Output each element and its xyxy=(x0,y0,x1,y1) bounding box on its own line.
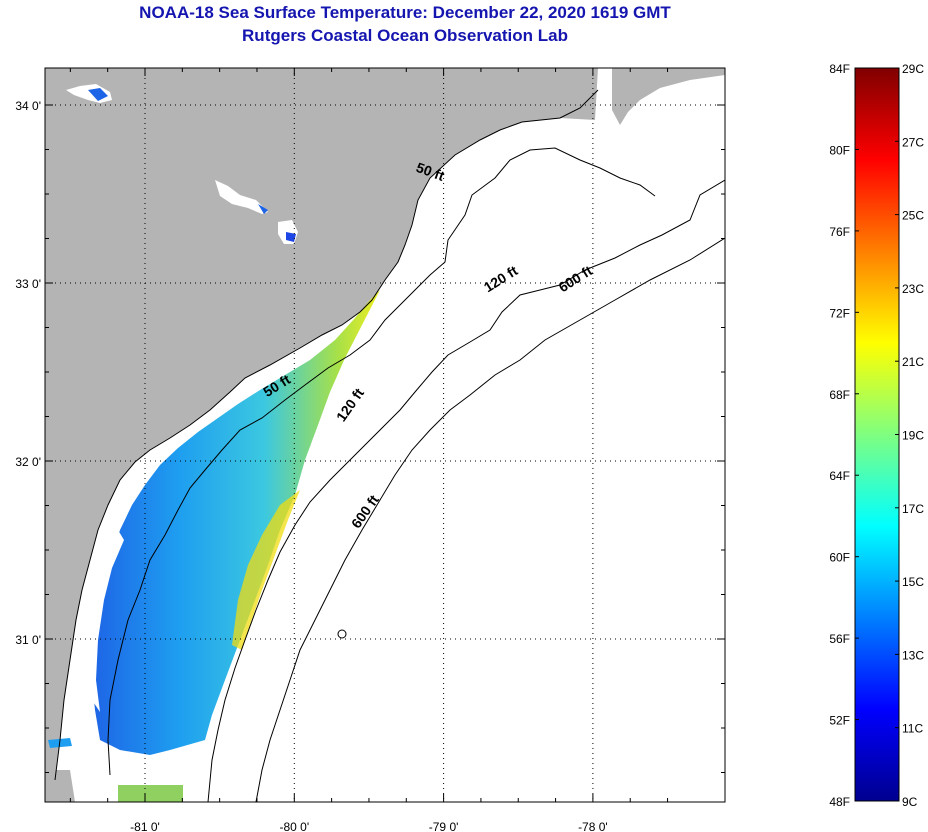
colorbar-c-label: 29C xyxy=(902,62,924,76)
colorbar-f-label: 64F xyxy=(829,469,850,483)
land-mass-northeast xyxy=(612,68,725,125)
colorbar-c-label: 25C xyxy=(902,209,924,223)
colorbar-f-label: 84F xyxy=(829,62,850,76)
colorbar-f-label: 72F xyxy=(829,306,850,320)
graticule xyxy=(45,68,725,802)
sst-swath xyxy=(92,290,380,755)
lon-tick-label: -80 0' xyxy=(279,820,309,832)
colorbar-c-label: 11C xyxy=(902,722,923,736)
colorbar-c-label: 15C xyxy=(902,575,924,589)
isobaths xyxy=(54,89,725,802)
isobath-50ft xyxy=(107,147,656,776)
colorbar-f-label: 68F xyxy=(829,388,850,402)
map-subtitle: Rutgers Coastal Ocean Observation Lab xyxy=(242,26,568,45)
map-title: NOAA-18 Sea Surface Temperature: Decembe… xyxy=(139,3,671,22)
lon-tick-label: -81 0' xyxy=(130,820,160,832)
axis-labels: -81 0' -80 0' -79 0' -78 0' 34 0' 33 0' 32 0' 3… xyxy=(15,99,607,832)
colorbar-c-label: 23C xyxy=(902,282,924,296)
inland-water xyxy=(48,84,298,748)
colorbar-c-label: 21C xyxy=(902,355,924,369)
land-mass xyxy=(45,68,598,802)
lat-tick-label: 31 0' xyxy=(15,633,41,647)
lat-tick-label: 34 0' xyxy=(15,99,41,113)
colorbar xyxy=(854,67,900,802)
land-mass-southwest xyxy=(45,770,75,802)
colorbar-c-label: 13C xyxy=(902,648,924,662)
isobath-120ft xyxy=(207,179,725,802)
colorbar-c-label: 9C xyxy=(902,795,918,809)
colorbar-f-label: 60F xyxy=(829,551,850,565)
lon-tick-label: -79 0' xyxy=(429,820,459,832)
lat-tick-label: 32 0' xyxy=(15,455,41,469)
sst-warm-core xyxy=(232,490,300,650)
colorbar-f-label: 56F xyxy=(829,632,850,646)
colorbar-f-label: 52F xyxy=(829,714,850,728)
isobath-seamount xyxy=(337,629,347,639)
colorbar-c-label: 27C xyxy=(902,135,924,149)
colorbar-labels: 84F 80F 76F 72F 68F 64F 60F 56F 52F 48F 29C 27C 25C 2… xyxy=(829,62,924,809)
lat-tick-label: 33 0' xyxy=(15,277,41,291)
colorbar-c-label: 17C xyxy=(902,502,924,516)
colorbar-c-label: 19C xyxy=(902,429,924,443)
lon-tick-label: -78 0' xyxy=(578,820,608,832)
map-frame xyxy=(44,67,726,803)
sst-fragment-south xyxy=(118,785,183,802)
colorbar-f-label: 48F xyxy=(829,795,850,809)
colorbar-f-label: 80F xyxy=(829,143,850,157)
colorbar-f-label: 76F xyxy=(829,225,850,239)
axis-ticks xyxy=(45,68,725,802)
cloud-mask-nearshore xyxy=(86,530,124,712)
isobath-600ft xyxy=(255,237,725,802)
coastline xyxy=(54,89,599,781)
